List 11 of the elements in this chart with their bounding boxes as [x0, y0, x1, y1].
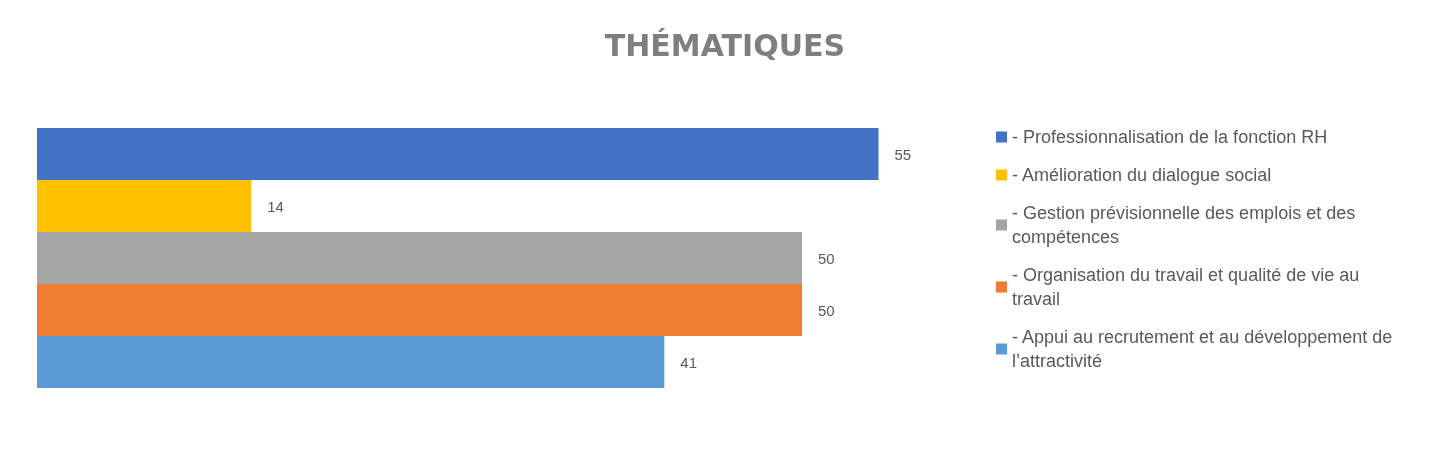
chart-title: THÉMATIQUES: [604, 27, 846, 63]
legend-label: - Professionnalisation de la fonction RH: [1012, 127, 1328, 147]
legend-label: - Gestion prévisionnelle des emplois et des compétences: [1012, 203, 1361, 247]
legend-label: - Appui au recrutement et au développement de l’attractivité: [1012, 327, 1398, 371]
legend-label: - Amélioration du dialogue social: [1012, 165, 1272, 185]
data-label: 50: [818, 249, 835, 267]
legend-label: - Organisation du travail et qualité de vie au travail: [1012, 265, 1365, 309]
data-label: 55: [894, 145, 912, 163]
data-label: 14: [267, 197, 284, 215]
data-label: 50: [818, 301, 835, 319]
data-label: 41: [680, 353, 697, 371]
